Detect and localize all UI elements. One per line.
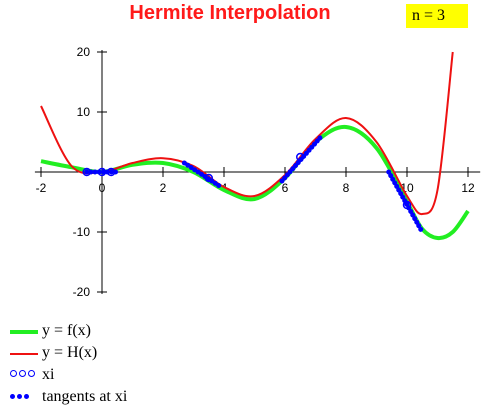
tangent-segment — [181, 160, 224, 190]
xi-point — [296, 152, 305, 162]
xi-point — [402, 200, 412, 210]
x-tick-label: 6 — [282, 181, 289, 195]
legend-swatch-xi — [8, 364, 38, 386]
xi-point — [97, 167, 107, 177]
y-tick-label: -20 — [73, 285, 91, 299]
y-tick-label: 10 — [77, 105, 91, 119]
x-tick-label: 8 — [343, 181, 350, 195]
legend-label-tangents: tangents at xi — [42, 388, 128, 405]
chart-title: Hermite Interpolation — [129, 2, 331, 24]
y-tick-label: -10 — [73, 225, 91, 239]
xi-point — [106, 167, 116, 177]
legend-swatch-f — [8, 320, 38, 342]
x-tick-label: 12 — [461, 181, 475, 195]
legend-label-h: y = H(x) — [42, 344, 98, 361]
xi-point — [204, 173, 213, 183]
xi-point — [82, 167, 91, 177]
legend-swatch-tangents — [8, 386, 38, 408]
y-tick-label: 20 — [77, 45, 91, 59]
tangent-segment — [279, 133, 325, 184]
legend-swatch-h — [8, 342, 38, 364]
x-tick-label: -2 — [36, 181, 47, 195]
series-line-h — [40, 51, 454, 216]
legend-label-xi: xi — [42, 366, 55, 383]
legend-label-f: y = f(x) — [42, 322, 92, 339]
x-tick-label: 0 — [99, 181, 106, 195]
x-tick-label: 2 — [160, 181, 167, 195]
n-label: n = 3 — [406, 4, 468, 28]
